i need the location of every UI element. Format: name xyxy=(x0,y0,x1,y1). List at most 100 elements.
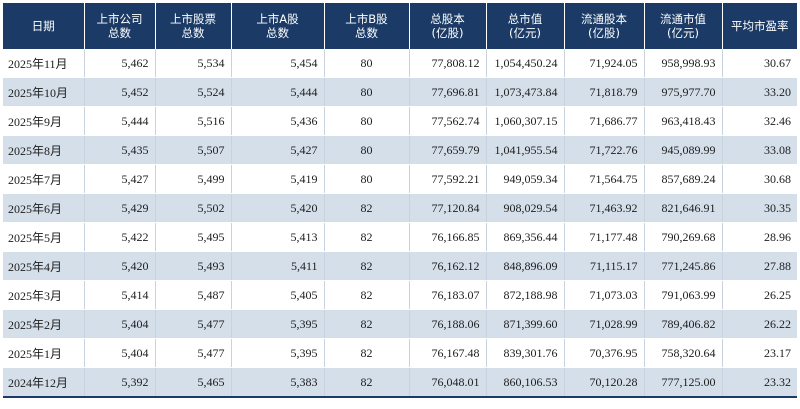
cell-date: 2024年12月 xyxy=(3,367,85,398)
cell-listed-stocks: 5,495 xyxy=(155,222,232,252)
cell-total-shares: 77,659.79 xyxy=(409,135,487,165)
table-body: 2025年11月 5,462 5,534 5,454 80 77,808.12 1,054,… xyxy=(3,49,797,398)
header-listed-companies: 上市公司 总数 xyxy=(84,3,156,49)
header-label-line: 上市B股 xyxy=(345,12,388,26)
header-label-line: 流通股本 xyxy=(581,12,627,26)
cell-a-shares: 5,444 xyxy=(231,77,325,107)
cell-date: 2025年11月 xyxy=(3,49,85,78)
table-header: 日期 上市公司 总数 上市股票 总数 上市A股 总数 上市B股 总数 总股本 (亿股) 总市值 (亿元)… xyxy=(3,3,797,49)
table-row: 2025年9月 5,444 5,516 5,436 80 77,562.74 1,060,3… xyxy=(3,106,797,136)
cell-listed-companies: 5,427 xyxy=(84,164,156,194)
cell-total-market-value: 1,073,473.84 xyxy=(486,77,565,107)
header-label-line: 总数 xyxy=(181,26,205,40)
table-row: 2025年11月 5,462 5,534 5,454 80 77,808.12 1,054,… xyxy=(3,49,797,78)
cell-total-market-value: 839,301.76 xyxy=(486,338,565,368)
cell-float-shares: 71,686.77 xyxy=(564,106,645,136)
cell-listed-stocks: 5,477 xyxy=(155,338,232,368)
cell-listed-stocks: 5,516 xyxy=(155,106,232,136)
cell-listed-companies: 5,404 xyxy=(84,309,156,339)
cell-average-pe: 33.20 xyxy=(722,77,797,107)
cell-listed-stocks: 5,499 xyxy=(155,164,232,194)
header-label-line: 日期 xyxy=(31,19,55,33)
table-row: 2024年12月 5,392 5,465 5,383 82 76,048.01 860,10… xyxy=(3,367,797,398)
header-label-line: 上市A股 xyxy=(256,12,299,26)
cell-b-shares: 82 xyxy=(324,251,410,281)
cell-float-shares: 71,073.03 xyxy=(564,280,645,310)
header-b-shares: 上市B股 总数 xyxy=(324,3,410,49)
cell-total-market-value: 1,041,955.54 xyxy=(486,135,565,165)
cell-total-market-value: 1,060,307.15 xyxy=(486,106,565,136)
cell-a-shares: 5,395 xyxy=(231,309,325,339)
cell-date: 2025年6月 xyxy=(3,193,85,223)
cell-listed-companies: 5,429 xyxy=(84,193,156,223)
cell-average-pe: 30.67 xyxy=(722,49,797,78)
cell-float-market-value: 958,998.93 xyxy=(644,49,723,78)
cell-float-market-value: 857,689.24 xyxy=(644,164,723,194)
cell-total-shares: 76,183.07 xyxy=(409,280,487,310)
cell-total-market-value: 871,399.60 xyxy=(486,309,565,339)
table-row: 2025年3月 5,414 5,487 5,405 82 76,183.07 872,188… xyxy=(3,280,797,310)
cell-listed-companies: 5,422 xyxy=(84,222,156,252)
cell-float-market-value: 790,269.68 xyxy=(644,222,723,252)
cell-listed-stocks: 5,507 xyxy=(155,135,232,165)
cell-date: 2025年5月 xyxy=(3,222,85,252)
cell-b-shares: 80 xyxy=(324,106,410,136)
cell-date: 2025年7月 xyxy=(3,164,85,194)
table-row: 2025年7月 5,427 5,499 5,419 80 77,592.21 949,059… xyxy=(3,164,797,194)
header-listed-stocks: 上市股票 总数 xyxy=(155,3,232,49)
cell-a-shares: 5,436 xyxy=(231,106,325,136)
header-label-line: 上市股票 xyxy=(170,12,216,26)
cell-average-pe: 28.96 xyxy=(722,222,797,252)
cell-average-pe: 30.68 xyxy=(722,164,797,194)
cell-date: 2025年9月 xyxy=(3,106,85,136)
cell-date: 2025年2月 xyxy=(3,309,85,339)
table-row: 2025年8月 5,435 5,507 5,427 80 77,659.79 1,041,9… xyxy=(3,135,797,165)
cell-a-shares: 5,395 xyxy=(231,338,325,368)
cell-a-shares: 5,383 xyxy=(231,367,325,398)
cell-total-shares: 76,162.12 xyxy=(409,251,487,281)
cell-b-shares: 80 xyxy=(324,77,410,107)
cell-listed-stocks: 5,465 xyxy=(155,367,232,398)
market-stats-table: 日期 上市公司 总数 上市股票 总数 上市A股 总数 上市B股 总数 总股本 (亿股) 总市值 (亿元)… xyxy=(3,3,797,398)
cell-average-pe: 30.35 xyxy=(722,193,797,223)
header-label-line: 总数 xyxy=(108,26,131,40)
cell-a-shares: 5,420 xyxy=(231,193,325,223)
cell-listed-stocks: 5,502 xyxy=(155,193,232,223)
table-row: 2025年6月 5,429 5,502 5,420 82 77,120.84 908,029… xyxy=(3,193,797,223)
table-row: 2025年1月 5,404 5,477 5,395 82 76,167.48 839,301… xyxy=(3,338,797,368)
cell-float-market-value: 963,418.43 xyxy=(644,106,723,136)
header-total-market-value: 总市值 (亿元) xyxy=(486,3,565,49)
cell-float-shares: 71,924.05 xyxy=(564,49,645,78)
cell-date: 2025年10月 xyxy=(3,77,85,107)
header-label-line: (亿元) xyxy=(667,26,699,40)
cell-listed-companies: 5,435 xyxy=(84,135,156,165)
cell-a-shares: 5,419 xyxy=(231,164,325,194)
cell-total-market-value: 848,896.09 xyxy=(486,251,565,281)
cell-float-market-value: 975,977.70 xyxy=(644,77,723,107)
table-row: 2025年2月 5,404 5,477 5,395 82 76,188.06 871,399… xyxy=(3,309,797,339)
cell-total-shares: 76,166.85 xyxy=(409,222,487,252)
header-row: 日期 上市公司 总数 上市股票 总数 上市A股 总数 上市B股 总数 总股本 (亿股) 总市值 (亿元)… xyxy=(3,3,797,49)
header-float-shares: 流通股本 (亿股) xyxy=(564,3,645,49)
cell-float-shares: 71,028.99 xyxy=(564,309,645,339)
header-label-line: 流通市值 xyxy=(660,12,706,26)
cell-date: 2025年8月 xyxy=(3,135,85,165)
cell-average-pe: 33.08 xyxy=(722,135,797,165)
cell-float-shares: 71,818.79 xyxy=(564,77,645,107)
cell-a-shares: 5,427 xyxy=(231,135,325,165)
cell-a-shares: 5,413 xyxy=(231,222,325,252)
cell-float-market-value: 791,063.99 xyxy=(644,280,723,310)
cell-float-market-value: 945,089.99 xyxy=(644,135,723,165)
cell-float-shares: 70,120.28 xyxy=(564,367,645,398)
cell-listed-companies: 5,452 xyxy=(84,77,156,107)
cell-b-shares: 82 xyxy=(324,280,410,310)
cell-b-shares: 82 xyxy=(324,222,410,252)
table-row: 2025年4月 5,420 5,493 5,411 82 76,162.12 848,896… xyxy=(3,251,797,281)
cell-float-market-value: 771,245.86 xyxy=(644,251,723,281)
header-label-line: 总市值 xyxy=(507,12,543,26)
header-label-line: 总股本 xyxy=(430,12,465,26)
cell-total-shares: 77,562.74 xyxy=(409,106,487,136)
cell-a-shares: 5,405 xyxy=(231,280,325,310)
cell-total-market-value: 872,188.98 xyxy=(486,280,565,310)
cell-average-pe: 32.46 xyxy=(722,106,797,136)
